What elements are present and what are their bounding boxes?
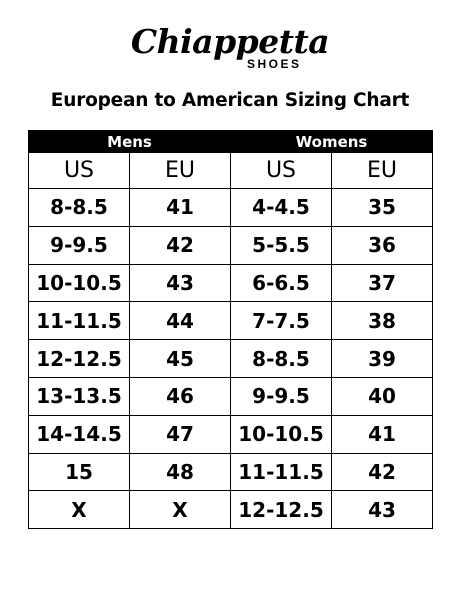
cell-mens-us: 8-8.5	[28, 188, 130, 227]
page-title: European to American Sizing Chart	[50, 90, 410, 111]
brand-sub: SHOES	[247, 57, 302, 71]
brand-logo: Chiappetta SHOES	[0, 22, 460, 74]
table-row: 12-12.5 45 8-8.5 39	[28, 339, 433, 378]
cell-womens-eu: 43	[331, 490, 433, 530]
cell-mens-us: X	[28, 490, 130, 530]
table-row: 9-9.5 42 5-5.5 36	[28, 225, 433, 265]
table-row: 13-13.5 46 9-9.5 40	[28, 376, 433, 416]
table-row: X X 12-12.5 43	[28, 490, 433, 530]
cell-mens-eu: 44	[129, 301, 231, 341]
cell-womens-us: 7-7.5	[230, 301, 332, 341]
table-row: 15 48 11-11.5 42	[28, 452, 433, 492]
table-row: 11-11.5 44 7-7.5 38	[28, 301, 433, 341]
cell-womens-eu: 36	[331, 225, 433, 265]
cell-womens-eu: 42	[331, 452, 433, 492]
cell-mens-eu: 47	[129, 414, 231, 454]
cell-womens-us: 5-5.5	[230, 225, 332, 265]
cell-mens-eu: 45	[129, 339, 231, 378]
cell-mens-us: 10-10.5	[28, 263, 130, 303]
cell-womens-eu: 40	[331, 376, 433, 416]
cell-womens-us: 12-12.5	[230, 490, 332, 530]
table-row: 10-10.5 43 6-6.5 37	[28, 263, 433, 303]
cell-mens-us: 14-14.5	[28, 414, 130, 454]
cell-mens-us: 11-11.5	[28, 301, 130, 341]
cell-womens-us: 4-4.5	[230, 188, 332, 227]
sizing-table: Mens Womens US EU US EU 8-8.5 41 4-4.5 35 9-…	[28, 130, 433, 530]
column-header-womens-us: US	[230, 152, 332, 189]
cell-womens-us: 6-6.5	[230, 263, 332, 303]
cell-womens-eu: 37	[331, 263, 433, 303]
cell-womens-us: 8-8.5	[230, 339, 332, 378]
cell-mens-eu: 43	[129, 263, 231, 303]
cell-womens-eu: 41	[331, 414, 433, 454]
group-header-womens: Womens	[230, 130, 433, 153]
cell-mens-us: 13-13.5	[28, 376, 130, 416]
group-header-mens: Mens	[28, 130, 231, 153]
cell-womens-us: 9-9.5	[230, 376, 332, 416]
cell-mens-eu: 42	[129, 225, 231, 265]
column-header-mens-eu: EU	[129, 152, 231, 189]
cell-womens-eu: 35	[331, 188, 433, 227]
cell-mens-us: 12-12.5	[28, 339, 130, 378]
cell-mens-eu: 41	[129, 188, 231, 227]
column-header-mens-us: US	[28, 152, 130, 189]
cell-mens-us: 15	[28, 452, 130, 492]
cell-mens-eu: X	[129, 490, 231, 530]
column-header-womens-eu: EU	[331, 152, 433, 189]
cell-womens-eu: 38	[331, 301, 433, 341]
cell-mens-eu: 46	[129, 376, 231, 416]
cell-mens-us: 9-9.5	[28, 225, 130, 265]
cell-womens-eu: 39	[331, 339, 433, 378]
brand-name: Chiappetta	[130, 22, 330, 61]
table-row: 8-8.5 41 4-4.5 35	[28, 188, 433, 227]
cell-womens-us: 11-11.5	[230, 452, 332, 492]
table-body: 8-8.5 41 4-4.5 35 9-9.5 42 5-5.5 36 10-10.5 43 6-6…	[28, 188, 433, 530]
cell-mens-eu: 48	[129, 452, 231, 492]
table-row: 14-14.5 47 10-10.5 41	[28, 414, 433, 454]
cell-womens-us: 10-10.5	[230, 414, 332, 454]
